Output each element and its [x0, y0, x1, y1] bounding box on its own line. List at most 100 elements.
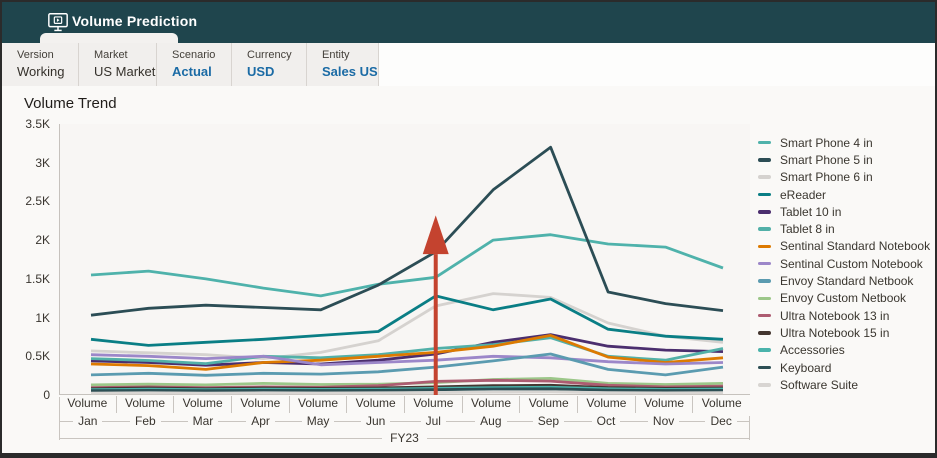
legend-swatch: [758, 383, 771, 387]
legend-item-ultra-notebook-13-in[interactable]: Ultra Notebook 13 in: [758, 307, 930, 324]
series-line-envoy-standard-netbook[interactable]: [90, 352, 724, 377]
legend-swatch: [758, 227, 771, 231]
year-label: FY23: [390, 431, 419, 445]
pov-label: Scenario: [172, 49, 216, 61]
y-tick-label: 2K: [35, 233, 50, 248]
pov-value: Working: [17, 64, 65, 79]
x-month-label: Apr: [251, 414, 270, 428]
series-line-tablet-10-in[interactable]: [90, 333, 724, 367]
x-measure-label: Volume: [346, 396, 404, 413]
series-line-ereader[interactable]: [90, 294, 724, 347]
legend-swatch: [758, 244, 771, 249]
pov-value: US Market: [94, 64, 156, 79]
series-line-smart-phone-4-in[interactable]: [90, 233, 724, 298]
legend-label: Smart Phone 4 in: [780, 135, 873, 150]
legend-item-smart-phone-5-in[interactable]: Smart Phone 5 in: [758, 151, 930, 168]
pov-value: Actual: [172, 64, 212, 79]
pov-item-currency[interactable]: Currency USD: [232, 43, 307, 86]
legend-swatch: [758, 348, 771, 352]
legend-item-smart-phone-4-in[interactable]: Smart Phone 4 in: [758, 134, 930, 151]
legend-item-sentinal-standard-notebook[interactable]: Sentinal Standard Notebook: [758, 238, 930, 255]
legend-label: Tablet 8 in: [780, 222, 835, 237]
legend-item-sentinal-custom-notebook[interactable]: Sentinal Custom Notebook: [758, 255, 930, 272]
legend-label: Smart Phone 6 in: [780, 170, 873, 185]
pov-item-scenario[interactable]: Scenario Actual: [157, 43, 232, 86]
pov-item-entity[interactable]: Entity Sales US: [307, 43, 379, 86]
series-line-sentinal-custom-notebook[interactable]: [90, 353, 724, 367]
y-tick-label: 3.5K: [25, 117, 50, 131]
x-month-label: Sep: [537, 414, 560, 428]
legend-label: Envoy Custom Netbook: [780, 291, 907, 306]
axis-riser-left: [59, 397, 60, 440]
x-month-label: Nov: [652, 414, 675, 428]
legend-swatch: [758, 279, 771, 283]
pov-value: Sales US: [322, 64, 378, 79]
legend-item-software-suite[interactable]: Software Suite: [758, 376, 930, 393]
x-month-label: Aug: [480, 414, 502, 428]
legend-label: Software Suite: [780, 377, 859, 392]
x-measure-label: Volume: [115, 396, 174, 413]
legend-item-ereader[interactable]: eReader: [758, 186, 930, 203]
legend-item-tablet-10-in[interactable]: Tablet 10 in: [758, 203, 930, 220]
x-measure-label: Volume: [634, 396, 693, 413]
pov-label: Version: [17, 49, 54, 61]
x-month-label: Feb: [135, 414, 156, 428]
legend-swatch: [758, 175, 771, 179]
series-line-smart-phone-6-in[interactable]: [90, 292, 724, 361]
x-measure-label: Volume: [288, 396, 347, 413]
x-measure-label: Volume: [577, 396, 635, 413]
page-title: Volume Prediction: [72, 13, 198, 29]
legend-item-ultra-notebook-15-in[interactable]: Ultra Notebook 15 in: [758, 324, 930, 341]
x-month-label: Mar: [192, 414, 214, 428]
pov-bar: Version Working Market US Market Scenario Act…: [2, 43, 935, 86]
axis-line-right: [426, 438, 750, 439]
legend-item-keyboard[interactable]: Keyboard: [758, 359, 930, 376]
legend-label: Keyboard: [780, 360, 832, 375]
x-month-label: May: [306, 414, 330, 428]
legend-swatch: [758, 313, 771, 318]
x-month-cell: Sep: [519, 413, 578, 430]
series-line-smart-phone-5-in[interactable]: [90, 145, 724, 317]
legend-item-accessories[interactable]: Accessories: [758, 342, 930, 359]
x-month-cell: Jan: [59, 413, 117, 430]
legend-label: Ultra Notebook 13 in: [780, 308, 890, 323]
active-tab-indicator: [40, 33, 178, 43]
series-line-software-suite[interactable]: [90, 390, 724, 395]
x-measure-label: Volume: [173, 396, 231, 413]
pov-item-version[interactable]: Version Working: [2, 43, 79, 86]
x-month-label: Jun: [366, 414, 386, 428]
x-month-cell: Dec: [692, 413, 750, 430]
series-line-sentinal-standard-notebook[interactable]: [90, 333, 724, 371]
series-line-keyboard[interactable]: [90, 387, 724, 393]
legend-item-tablet-8-in[interactable]: Tablet 8 in: [758, 220, 930, 237]
x-month-label: Dec: [710, 414, 732, 428]
x-axis-year-row: FY23: [59, 430, 750, 447]
x-month-cell: Aug: [462, 413, 520, 430]
y-tick-label: 0.5K: [25, 349, 50, 364]
pov-item-market[interactable]: Market US Market: [79, 43, 157, 86]
legend-item-envoy-custom-netbook[interactable]: Envoy Custom Netbook: [758, 290, 930, 307]
legend-label: Envoy Standard Netbook: [780, 274, 914, 289]
x-month-cell: Jun: [346, 413, 405, 430]
legend-label: Tablet 10 in: [780, 204, 842, 219]
plot-area: [59, 124, 750, 395]
legend-swatch: [758, 365, 771, 370]
header-bar: Volume Prediction: [2, 2, 935, 43]
legend-item-smart-phone-6-in[interactable]: Smart Phone 6 in: [758, 169, 930, 186]
x-axis-measure-row: Volume Volume Volume Volume Volume Volume Volu…: [59, 396, 750, 413]
legend-item-envoy-standard-netbook[interactable]: Envoy Standard Netbook: [758, 272, 930, 289]
legend-swatch: [758, 296, 771, 301]
y-tick-label: 2.5K: [25, 194, 50, 209]
x-measure-label: Volume: [67, 396, 108, 410]
legend-swatch: [758, 140, 771, 145]
x-month-cell: Apr: [231, 413, 290, 430]
y-tick-label: 0: [43, 387, 50, 402]
legend-swatch: [758, 210, 771, 214]
x-month-cell: Oct: [577, 413, 635, 430]
annotation-arrow-head: [422, 215, 449, 255]
x-measure-label: Volume: [692, 396, 750, 413]
x-month-cell: Feb: [116, 413, 175, 430]
pov-value: USD: [247, 64, 275, 79]
y-axis-labels: 3.5K 3K 2.5K 2K 1.5K 1K 0.5K 0: [2, 117, 50, 402]
